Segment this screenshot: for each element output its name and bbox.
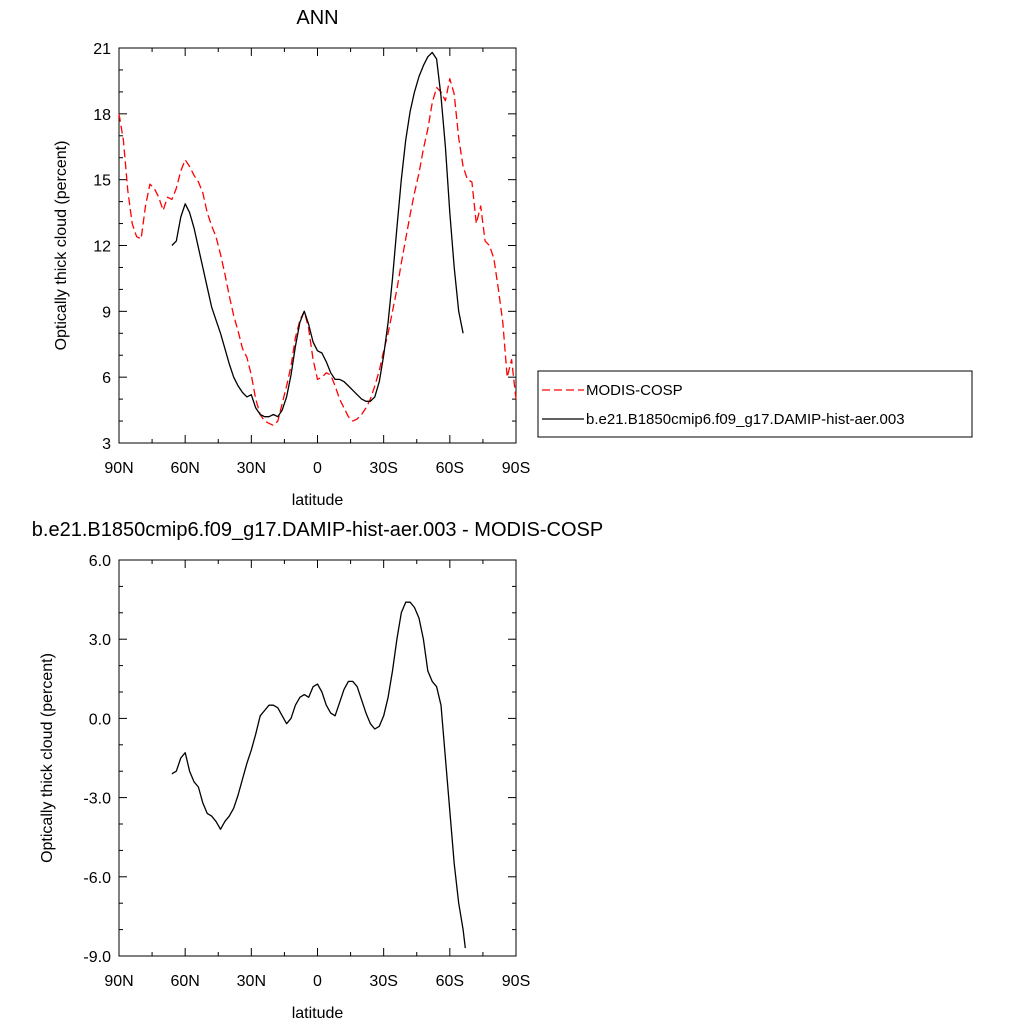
- x-tick-label: 60S: [436, 460, 464, 477]
- x-axis-label: latitude: [292, 492, 344, 509]
- x-tick-label: 90S: [502, 973, 530, 990]
- x-tick-label: 30S: [369, 460, 397, 477]
- chart-title: ANN: [296, 7, 338, 29]
- plot-frame: [118, 559, 517, 957]
- legend-box: [537, 370, 973, 438]
- x-tick-label: 90N: [104, 460, 133, 477]
- plot-frame: [118, 47, 517, 444]
- y-axis-label: Optically thick cloud (percent): [53, 141, 70, 351]
- series-line-1: [171, 51, 464, 418]
- y-tick-label: -3.0: [83, 791, 111, 808]
- series-line-0: [118, 78, 517, 427]
- y-tick-label: 15: [93, 173, 111, 190]
- y-axis-label: Optically thick cloud (percent): [39, 653, 56, 863]
- legend-label-1: b.e21.B1850cmip6.f09_g17.DAMIP-hist-aer.…: [586, 411, 905, 428]
- x-axis-label: latitude: [292, 1005, 344, 1022]
- y-tick-label: 18: [93, 107, 111, 124]
- x-tick-label: 90S: [502, 460, 530, 477]
- y-tick-label: 12: [93, 239, 111, 256]
- y-tick-label: -6.0: [83, 870, 111, 887]
- x-tick-label: 30N: [237, 460, 266, 477]
- panel-difference: b.e21.B1850cmip6.f09_g17.DAMIP-hist-aer.…: [32, 519, 603, 1022]
- x-tick-label: 60S: [436, 973, 464, 990]
- x-tick-label: 0: [313, 460, 322, 477]
- x-tick-label: 90N: [104, 973, 133, 990]
- legend-label-0: MODIS-COSP: [586, 382, 683, 399]
- x-tick-label: 0: [313, 973, 322, 990]
- x-tick-label: 30S: [369, 973, 397, 990]
- x-tick-label: 30N: [237, 973, 266, 990]
- y-tick-label: 21: [93, 41, 111, 58]
- y-tick-label: 3.0: [89, 632, 111, 649]
- panel-annual-mean: ANN 90N 60N 30N 0 30S 60S 90S 3 6 9 12 15 18 21 latitud…: [53, 7, 530, 509]
- y-tick-label: 6.0: [89, 553, 111, 570]
- y-tick-label: -9.0: [83, 949, 111, 966]
- y-tick-label: 6: [102, 370, 111, 387]
- x-tick-label: 60N: [170, 460, 199, 477]
- series-line-0: [171, 601, 466, 949]
- y-tick-label: 9: [102, 304, 111, 321]
- legend: MODIS-COSP b.e21.B1850cmip6.f09_g17.DAMIP…: [537, 370, 973, 438]
- y-tick-label: 3: [102, 436, 111, 453]
- y-tick-label: 0.0: [89, 711, 111, 728]
- x-tick-label: 60N: [170, 973, 199, 990]
- chart-title: b.e21.B1850cmip6.f09_g17.DAMIP-hist-aer.…: [32, 519, 603, 541]
